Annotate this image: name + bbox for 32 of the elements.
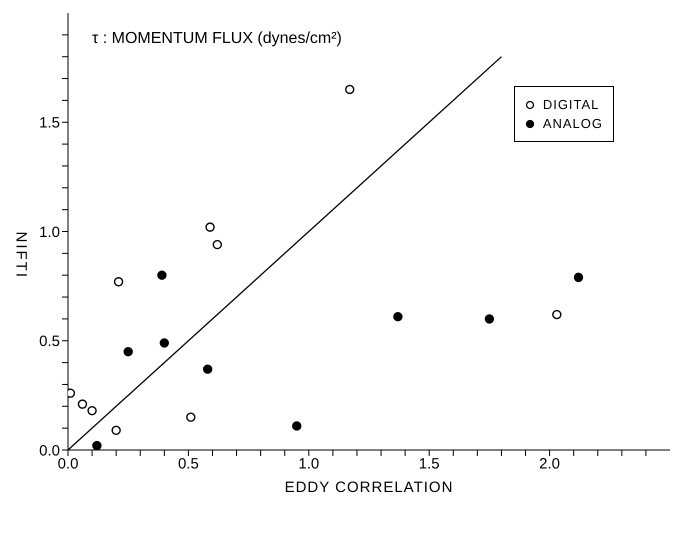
x-tick-label: 0.5 xyxy=(178,456,199,473)
point xyxy=(157,270,167,280)
x-tick-label: 0.0 xyxy=(58,456,78,473)
point xyxy=(202,364,212,374)
point xyxy=(345,84,354,94)
legend-label: ANALOG xyxy=(542,116,603,131)
point xyxy=(212,240,222,250)
point xyxy=(78,399,88,409)
point xyxy=(92,440,102,450)
y-tick-label: 0.0 xyxy=(39,442,60,460)
point xyxy=(205,222,215,232)
y-axis-title: NIFTI xyxy=(12,232,30,279)
point xyxy=(111,426,121,436)
point xyxy=(484,314,494,324)
y-tick-label: 0.5 xyxy=(39,333,60,350)
point xyxy=(552,310,562,320)
x-tick-label: 2.0 xyxy=(539,456,560,473)
text: τ : MOMENTUM FLUX (dynes/cm²) xyxy=(92,30,342,48)
x-axis-title: EDDY CORRELATION xyxy=(284,479,454,496)
point xyxy=(292,421,302,431)
y-tick-label: 1.5 xyxy=(39,114,60,132)
point xyxy=(114,277,124,286)
x-tick-label: 1.0 xyxy=(298,456,320,473)
point xyxy=(124,346,133,356)
point xyxy=(87,406,97,416)
point xyxy=(160,338,170,348)
legend-label: DIGITAL xyxy=(542,97,600,112)
point xyxy=(574,272,584,282)
point xyxy=(186,412,196,422)
y-tick-label: 1.0 xyxy=(39,224,60,241)
x-tick-label: 1.5 xyxy=(418,456,440,473)
point xyxy=(393,312,403,322)
